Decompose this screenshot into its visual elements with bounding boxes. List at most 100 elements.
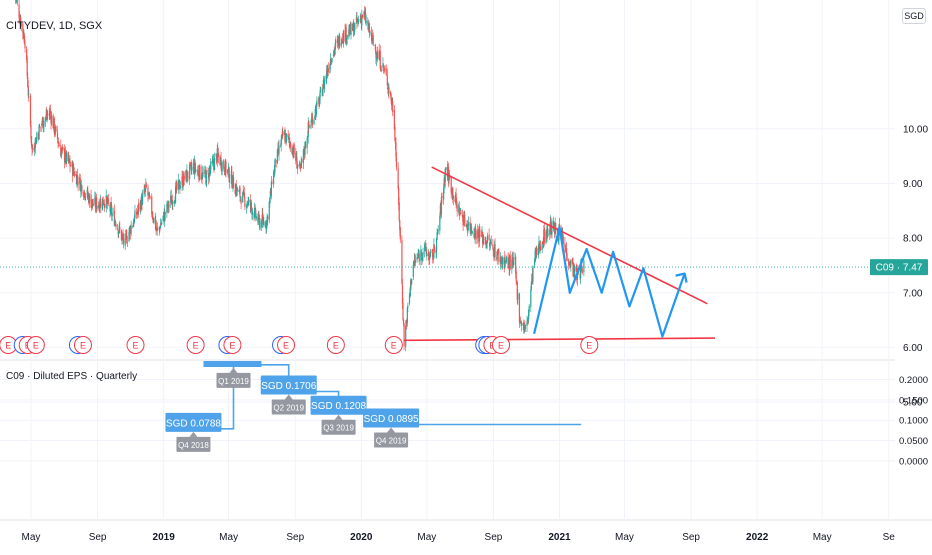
candle-body	[470, 223, 472, 230]
candle-body	[258, 215, 260, 218]
candle-body	[526, 322, 528, 327]
candle-body	[322, 89, 324, 97]
currency-button[interactable]: SGD	[902, 8, 926, 24]
candle-body	[122, 237, 125, 244]
candle-body	[331, 58, 333, 63]
candle-body	[46, 115, 48, 117]
candle-body	[138, 202, 140, 212]
candle-body	[242, 191, 244, 194]
candle-body	[303, 148, 305, 155]
candle-body	[557, 239, 560, 242]
candle-body	[164, 210, 166, 222]
candle-body	[363, 11, 365, 18]
candle-body	[157, 228, 159, 230]
candle-body	[583, 260, 585, 273]
candle-body	[436, 232, 438, 240]
candle-body	[416, 257, 418, 261]
candle-body	[492, 244, 494, 249]
candle-body	[69, 160, 71, 167]
candle-body	[217, 148, 219, 155]
candle-body	[159, 227, 161, 231]
time-tick-label: May	[219, 532, 238, 543]
candle-body	[24, 44, 26, 49]
candle-body	[429, 253, 431, 258]
candle-body	[278, 145, 280, 155]
candle-body	[20, 17, 22, 26]
candle-body	[262, 213, 264, 219]
candle-body	[197, 170, 199, 175]
candle-body	[31, 146, 33, 150]
event-marker-label: E	[193, 341, 199, 351]
event-markers: EEEEEEEEEEDEEE	[0, 336, 599, 354]
candle-body	[341, 39, 343, 44]
candle-body	[329, 63, 331, 74]
candle-body	[327, 67, 329, 73]
candle-body	[212, 159, 215, 165]
candle-body	[516, 281, 518, 300]
candle-body	[106, 197, 108, 200]
candle-body	[564, 247, 567, 250]
event-marker-label: E	[586, 341, 592, 351]
candle-body	[209, 169, 211, 172]
quarter-tag	[176, 436, 211, 452]
candle-body	[319, 99, 321, 105]
candle-body	[213, 157, 216, 171]
candle-body	[205, 171, 208, 187]
candle-body	[433, 245, 436, 252]
candle-body	[546, 226, 549, 235]
candle-body	[427, 251, 430, 257]
candle-body	[455, 193, 457, 204]
candle-body	[543, 227, 545, 243]
candle-body	[530, 282, 532, 290]
candle-body	[365, 13, 367, 24]
candle-body	[179, 185, 182, 188]
candle-body	[395, 142, 397, 157]
candle-body	[111, 213, 113, 217]
candle-body	[509, 255, 511, 269]
earnings-marker-icon	[580, 336, 599, 354]
last-price-badge	[870, 259, 928, 276]
candle-body	[34, 149, 36, 152]
candle-body	[380, 67, 382, 70]
candle-body	[341, 39, 343, 41]
candle-body	[405, 322, 407, 326]
price-tick-label: 9.00	[903, 179, 923, 190]
candle-body	[521, 323, 523, 326]
candle-body	[393, 109, 395, 129]
candle-body	[372, 35, 374, 44]
candle-body	[174, 186, 177, 203]
candle-body	[282, 130, 284, 136]
candle-body	[460, 210, 462, 215]
candle-body	[42, 116, 44, 128]
candle-body	[550, 222, 552, 233]
time-tick-label: Sep	[286, 532, 304, 543]
candle-body	[117, 228, 119, 230]
candle-body	[523, 326, 525, 330]
candle-body	[301, 159, 303, 163]
candle-body	[134, 210, 136, 219]
candle-body	[425, 250, 427, 255]
event-marker-label: E	[132, 341, 138, 351]
candle-body	[272, 172, 275, 185]
quarter-tag-pointer	[229, 367, 238, 373]
candle-body	[194, 161, 196, 170]
candle-body	[251, 208, 253, 215]
candle-body	[160, 222, 163, 225]
quarter-tag-label: Q4 2019	[376, 436, 407, 445]
time-tick-label: May	[417, 532, 436, 543]
candle-body	[435, 238, 438, 252]
candle-body	[333, 51, 335, 57]
candle-body	[57, 141, 59, 144]
candlestick-series	[15, 0, 585, 352]
time-tick-label: 2020	[350, 532, 373, 543]
earnings-marker-icon	[26, 336, 45, 354]
candle-body	[111, 205, 113, 216]
candle-body	[471, 231, 473, 234]
candle-body	[315, 103, 317, 115]
candle-body	[512, 260, 515, 265]
candle-body	[466, 224, 468, 225]
candle-body	[408, 293, 411, 304]
candle-body	[307, 137, 309, 139]
